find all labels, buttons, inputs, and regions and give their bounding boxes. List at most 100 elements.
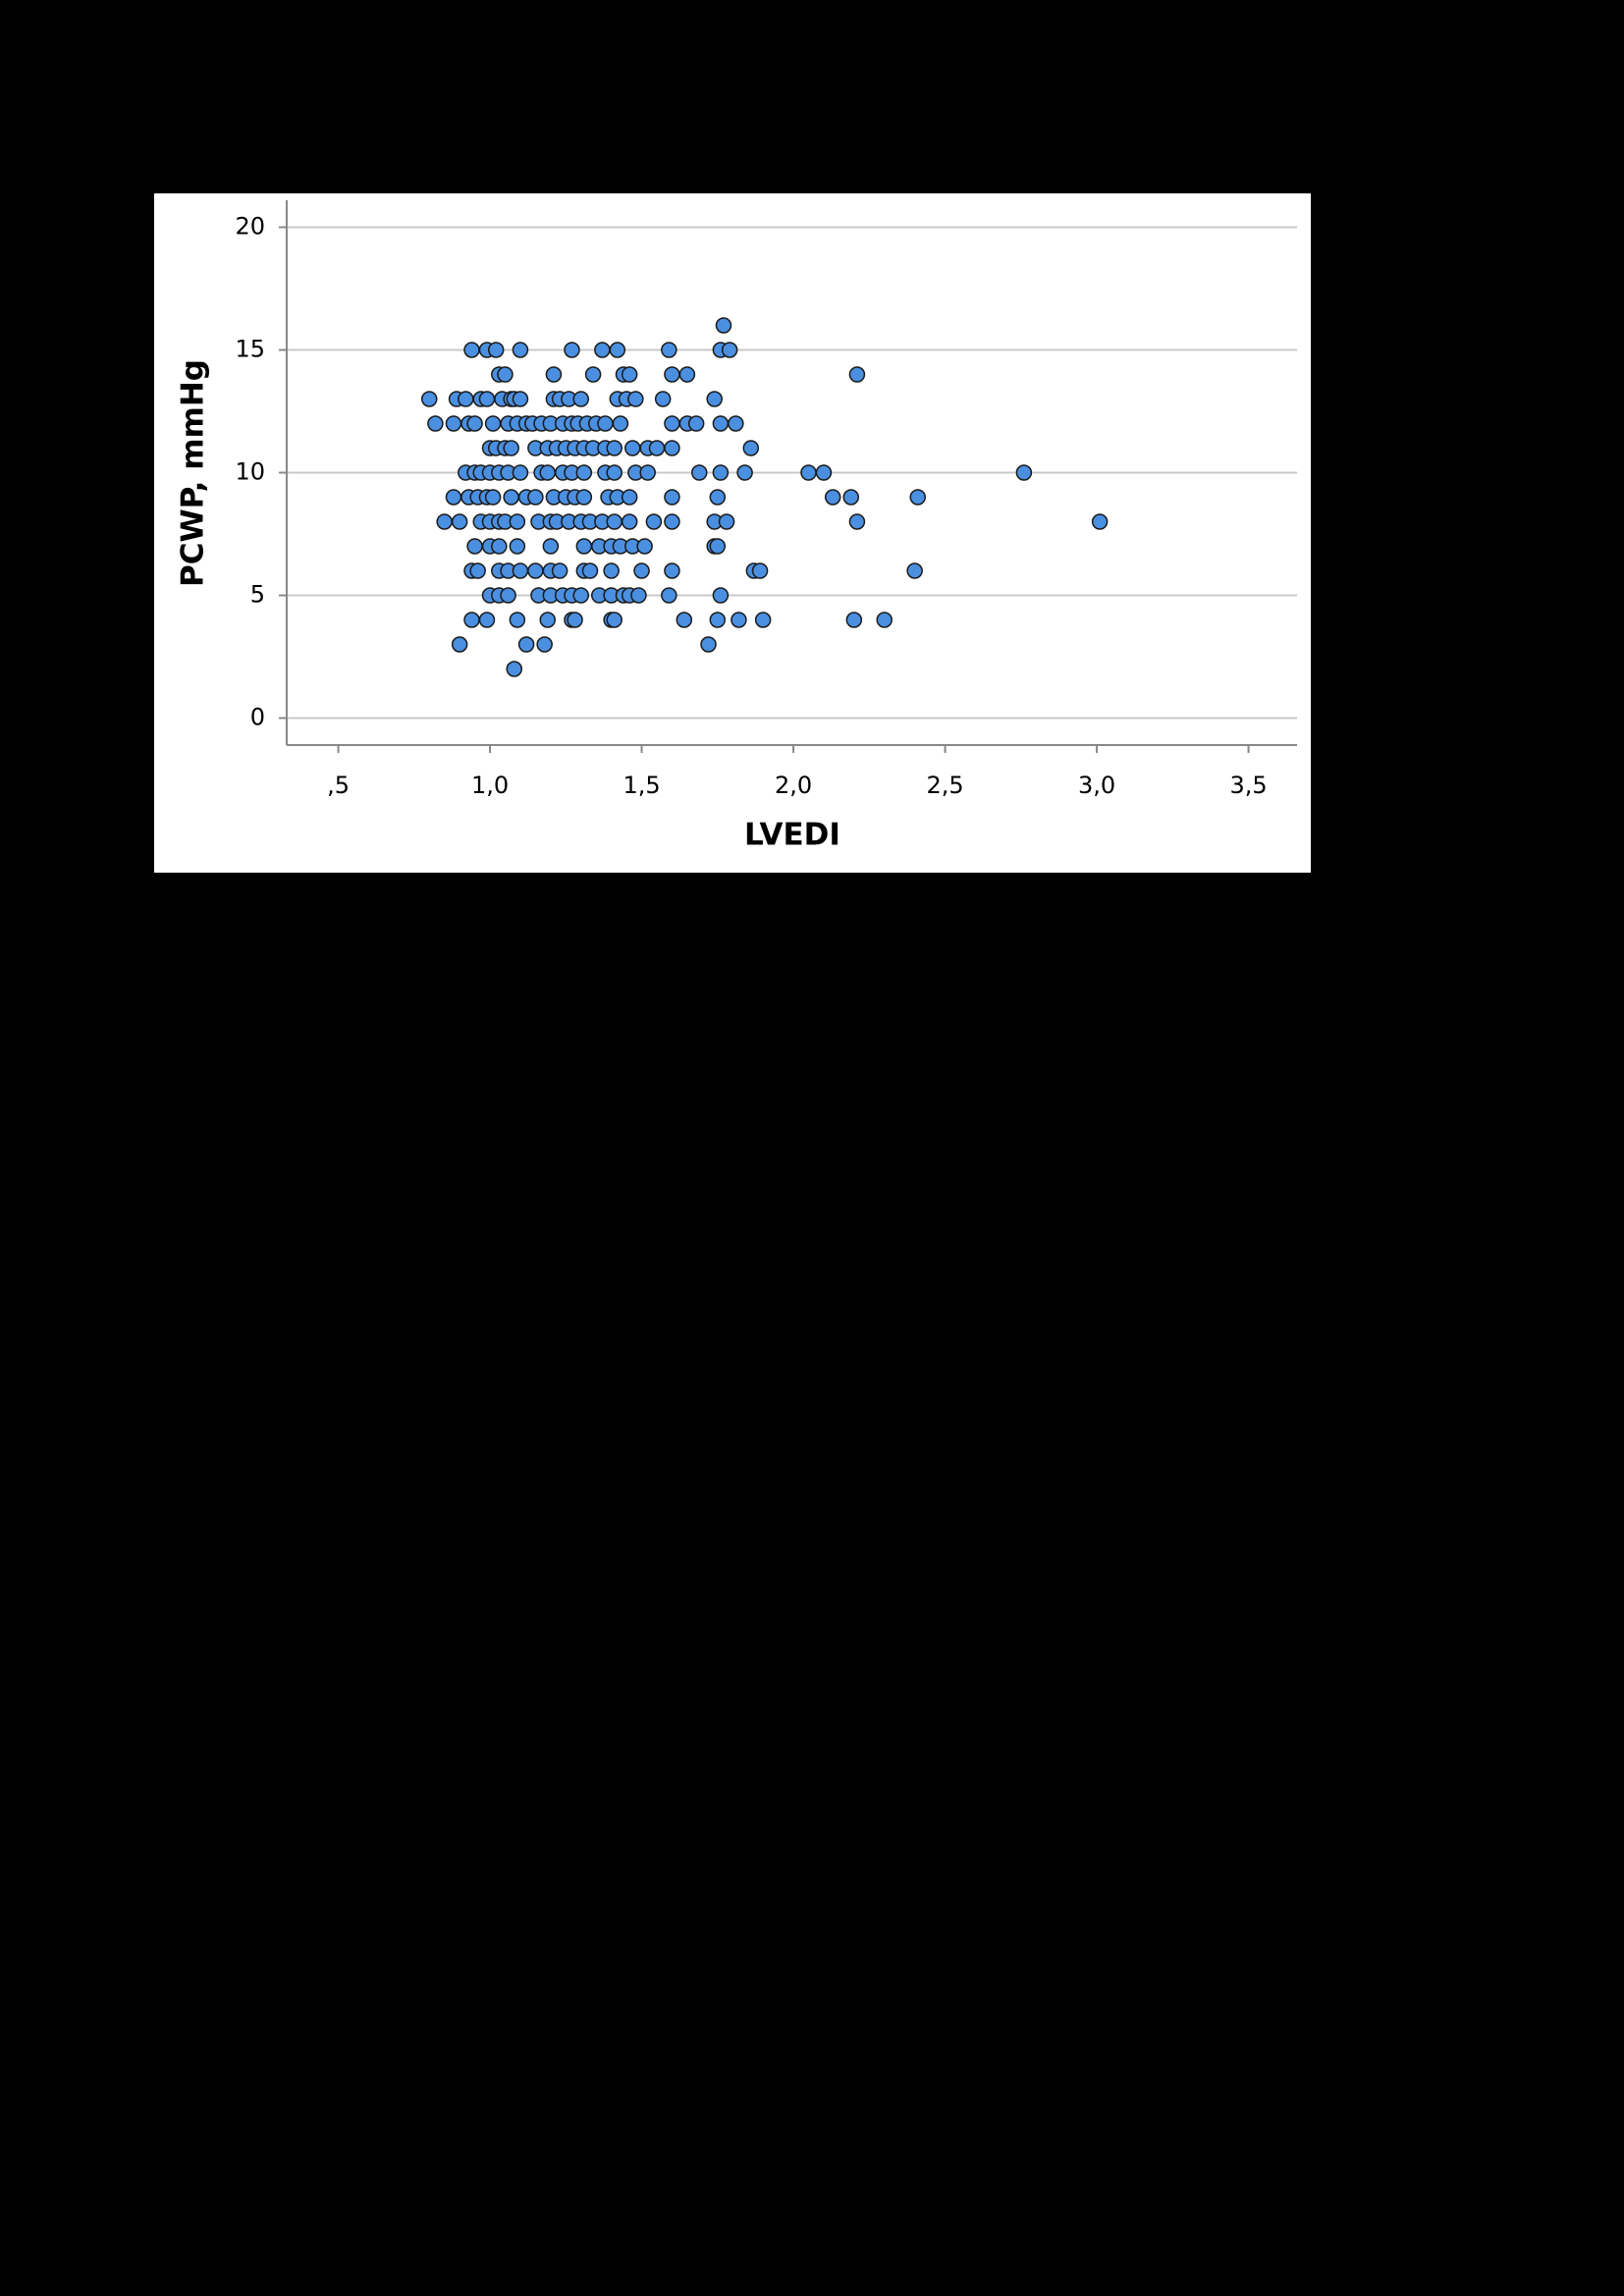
x-tick-label: 1,0 bbox=[471, 772, 509, 799]
point bbox=[709, 489, 727, 506]
point bbox=[512, 464, 529, 481]
point bbox=[639, 464, 656, 481]
point bbox=[800, 464, 817, 481]
point bbox=[751, 562, 769, 579]
point bbox=[842, 489, 860, 506]
point bbox=[709, 538, 727, 555]
point bbox=[527, 489, 544, 506]
point bbox=[509, 513, 526, 530]
point bbox=[451, 513, 468, 530]
point bbox=[512, 342, 529, 358]
point bbox=[709, 612, 727, 628]
point bbox=[731, 612, 747, 628]
point bbox=[466, 415, 483, 432]
point bbox=[700, 636, 717, 653]
point bbox=[845, 612, 863, 628]
point bbox=[463, 612, 480, 628]
point bbox=[678, 366, 696, 383]
point bbox=[564, 342, 580, 358]
point bbox=[636, 538, 653, 555]
point bbox=[712, 587, 730, 604]
point bbox=[497, 366, 514, 383]
point bbox=[603, 562, 620, 579]
x-tick-label: 3,0 bbox=[1078, 772, 1115, 799]
x-tick-label: ,5 bbox=[327, 772, 350, 799]
x-tick-label: 2,5 bbox=[926, 772, 963, 799]
point bbox=[609, 342, 626, 358]
point bbox=[654, 391, 672, 407]
point bbox=[545, 366, 563, 383]
point bbox=[506, 661, 523, 677]
y-tick-label: 10 bbox=[235, 458, 265, 486]
point bbox=[630, 587, 647, 604]
point bbox=[491, 538, 508, 555]
point bbox=[539, 612, 556, 628]
point bbox=[648, 440, 666, 456]
point bbox=[575, 538, 593, 555]
point bbox=[445, 489, 462, 506]
point bbox=[542, 538, 560, 555]
point bbox=[664, 440, 680, 456]
point bbox=[706, 391, 723, 407]
point bbox=[436, 513, 453, 530]
x-tick-label: 1,5 bbox=[623, 772, 660, 799]
point bbox=[509, 612, 526, 628]
point bbox=[712, 415, 730, 432]
point bbox=[597, 415, 614, 432]
y-axis-title: PCWP, mmHg bbox=[176, 359, 211, 587]
point bbox=[715, 317, 732, 334]
point bbox=[661, 342, 677, 358]
point bbox=[484, 489, 502, 506]
y-tick-label: 15 bbox=[235, 336, 265, 363]
point bbox=[815, 464, 833, 481]
point bbox=[824, 489, 841, 506]
point bbox=[484, 415, 502, 432]
point bbox=[517, 636, 535, 653]
point bbox=[463, 342, 480, 358]
point bbox=[728, 415, 744, 432]
point bbox=[503, 440, 519, 456]
point bbox=[427, 415, 444, 432]
point bbox=[754, 612, 772, 628]
y-tick-label: 5 bbox=[250, 581, 265, 609]
point bbox=[621, 513, 638, 530]
point bbox=[664, 489, 680, 506]
y-tick-label: 20 bbox=[235, 213, 265, 240]
point bbox=[451, 636, 468, 653]
point bbox=[848, 366, 866, 383]
point bbox=[1091, 513, 1109, 530]
point bbox=[645, 513, 663, 530]
point bbox=[664, 513, 680, 530]
y-tick-label: 0 bbox=[250, 704, 265, 731]
point bbox=[509, 538, 526, 555]
point bbox=[606, 612, 623, 628]
point bbox=[500, 587, 516, 604]
x-tick-label: 2,0 bbox=[775, 772, 812, 799]
point bbox=[721, 342, 738, 358]
point bbox=[536, 636, 553, 653]
point bbox=[584, 366, 602, 383]
point bbox=[742, 440, 760, 456]
point bbox=[594, 342, 611, 358]
point bbox=[633, 562, 650, 579]
point bbox=[512, 562, 529, 579]
point bbox=[469, 562, 486, 579]
point bbox=[906, 562, 923, 579]
point bbox=[581, 562, 599, 579]
point bbox=[575, 464, 593, 481]
point bbox=[606, 513, 623, 530]
point bbox=[664, 415, 680, 432]
point bbox=[909, 489, 926, 506]
point bbox=[621, 366, 638, 383]
point bbox=[676, 612, 693, 628]
point bbox=[572, 587, 589, 604]
point bbox=[848, 513, 866, 530]
point bbox=[1015, 464, 1033, 481]
point bbox=[466, 538, 483, 555]
point bbox=[478, 612, 496, 628]
point bbox=[458, 391, 474, 407]
point bbox=[606, 464, 623, 481]
point bbox=[664, 562, 680, 579]
point bbox=[624, 440, 641, 456]
